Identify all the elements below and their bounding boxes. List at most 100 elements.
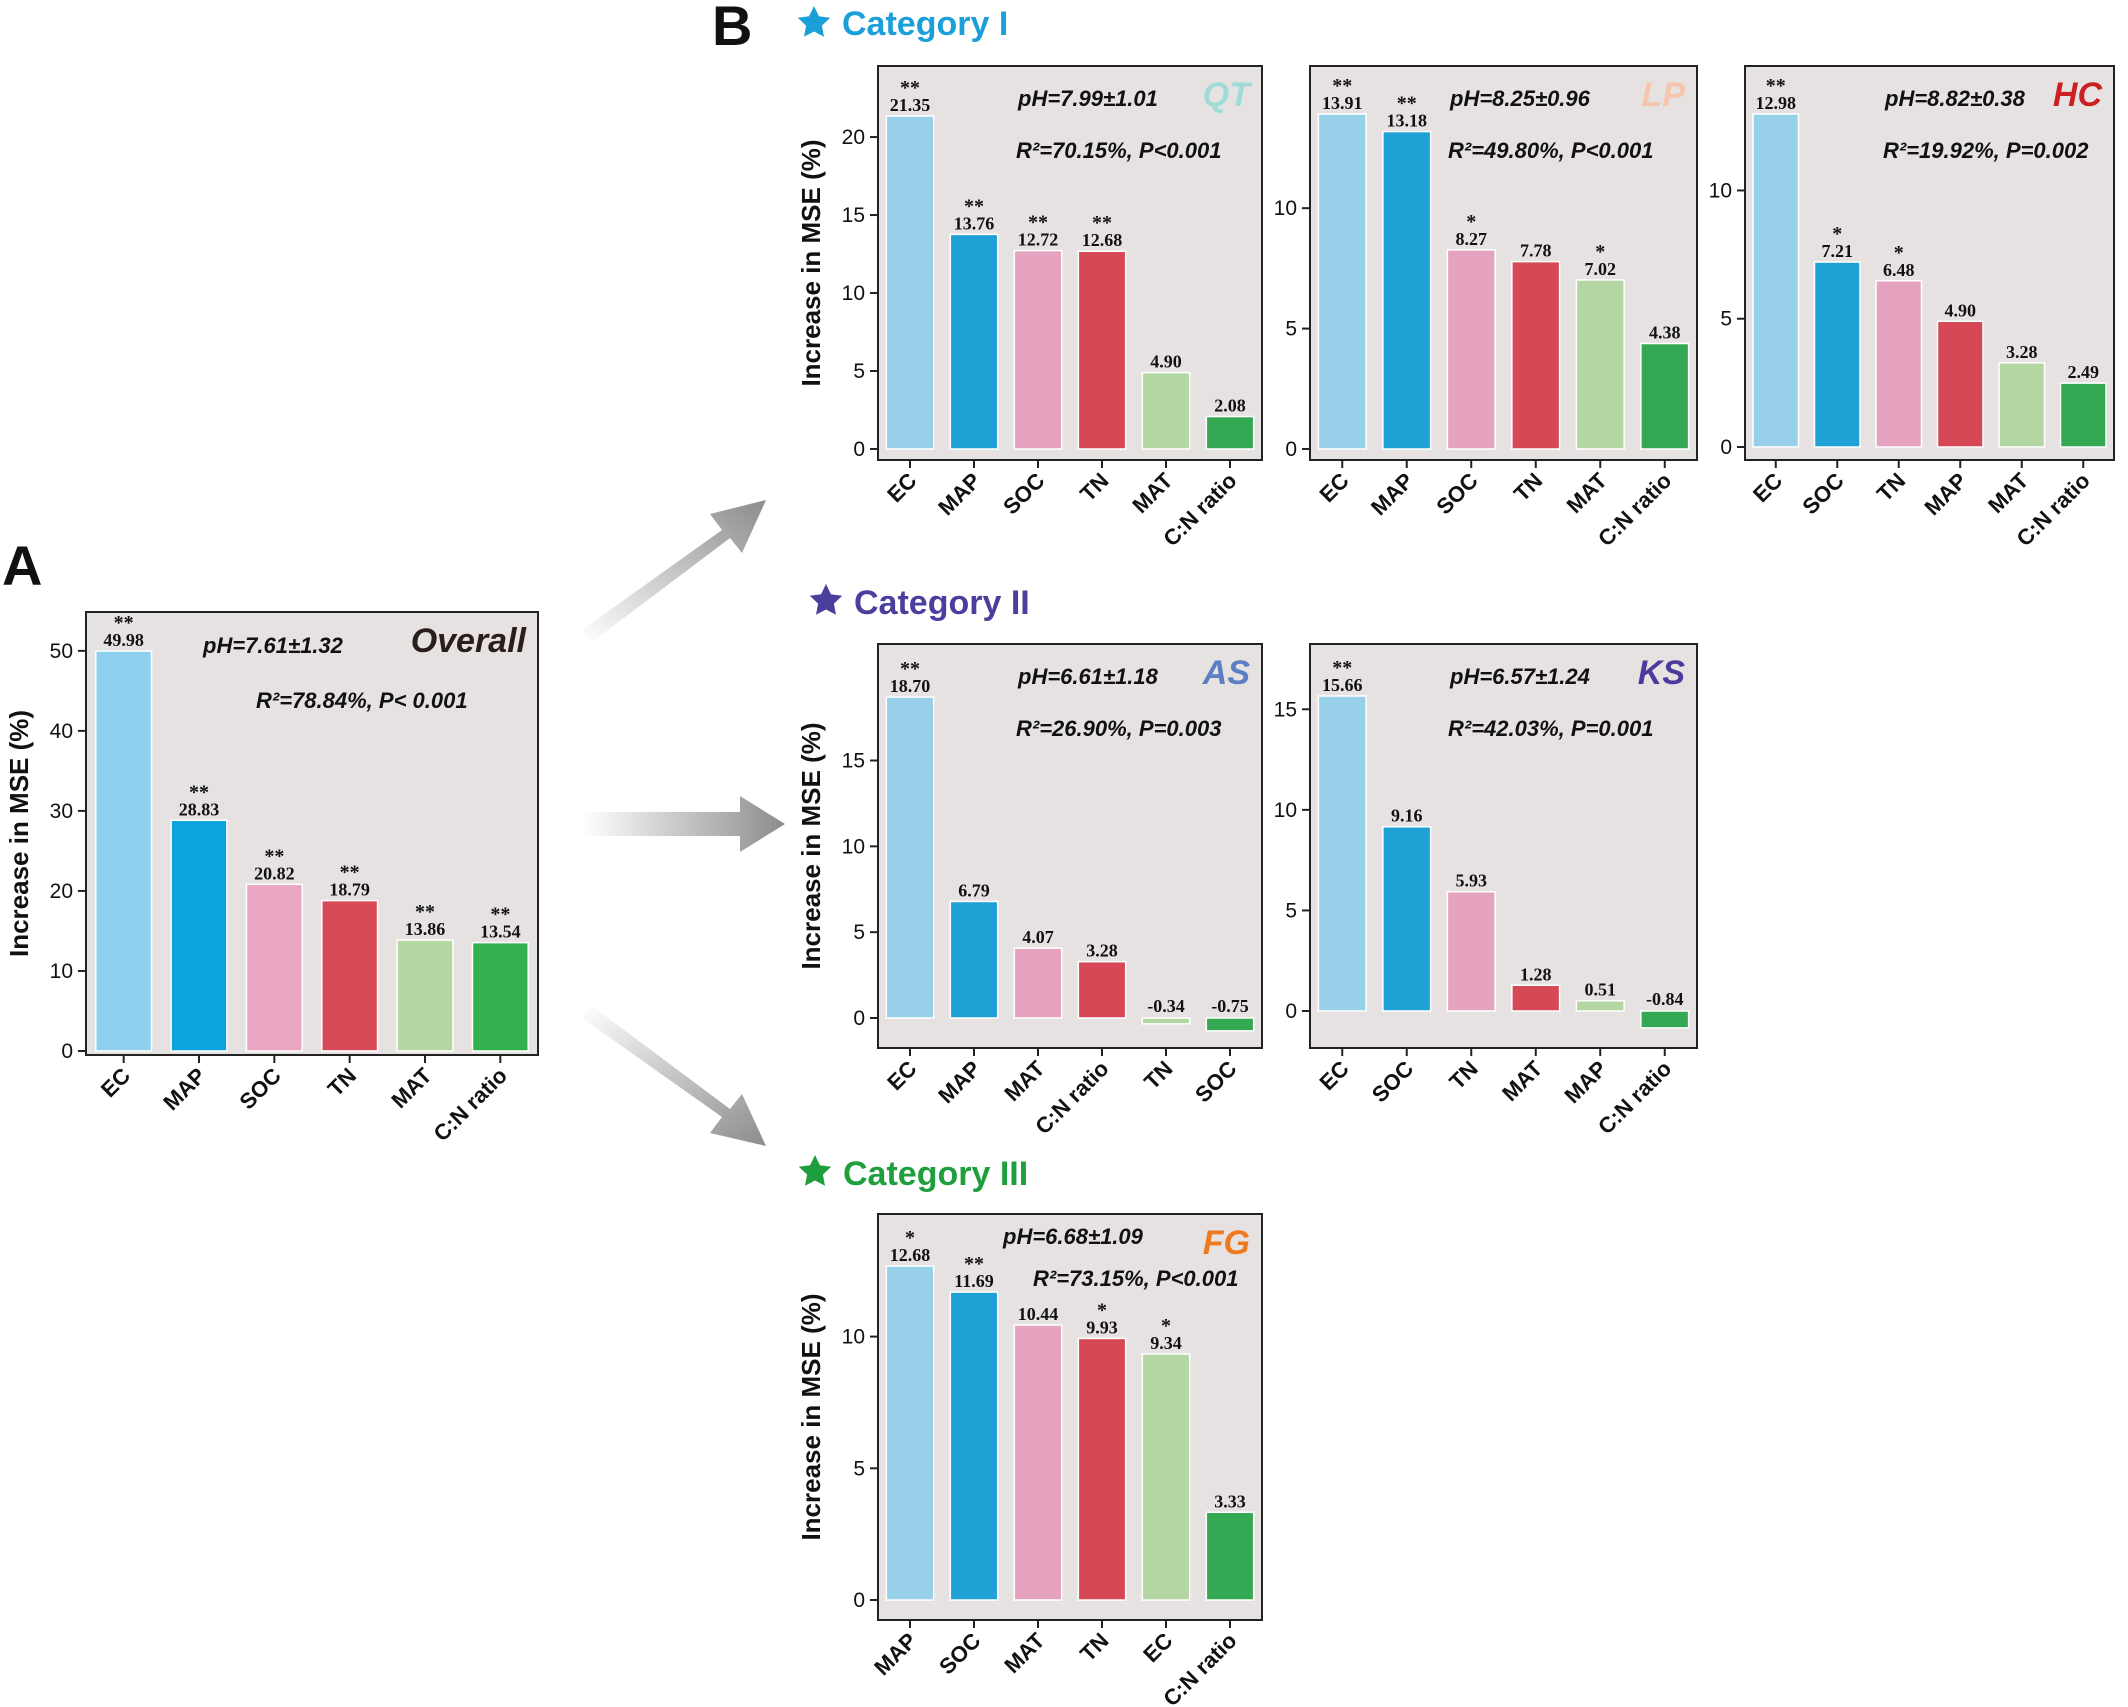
bar-value-label: 8.27 — [1456, 229, 1488, 249]
bar-value-label: 3.28 — [2006, 342, 2038, 362]
x-category-label: EC — [882, 1056, 921, 1095]
bar-c-n-ratio — [1077, 960, 1127, 1019]
bar-ec — [1141, 1353, 1191, 1601]
bar-value-label: 18.79 — [329, 880, 370, 900]
chart-lp: 051013.91**EC13.18**MAP8.27*SOC7.78TN7.0… — [1274, 65, 1698, 551]
y-tick-label: 30 — [50, 800, 73, 823]
bar-soc — [1446, 249, 1496, 450]
significance-marker: * — [1894, 242, 1904, 264]
bar-tn — [1077, 250, 1127, 450]
x-category-label: TN — [1075, 468, 1113, 506]
bar-value-label: 13.76 — [954, 213, 995, 233]
bar-tn — [1511, 260, 1561, 450]
y-tick-label: 5 — [1285, 899, 1297, 922]
y-tick-label: 40 — [50, 720, 73, 743]
stat-ph: pH=8.82±0.38 — [1884, 86, 2026, 111]
plot-area — [1309, 643, 1698, 1049]
stat-r2: R²=70.15%, P<0.001 — [1016, 138, 1221, 163]
y-tick-label: 15 — [842, 750, 865, 773]
bar-ec — [1317, 113, 1367, 450]
bar-value-label: 2.49 — [2068, 362, 2100, 382]
x-category-label: MAT — [1127, 467, 1178, 518]
bar-soc — [1382, 825, 1432, 1012]
panel-title: AS — [1202, 654, 1251, 692]
arrow-to-category-1 — [582, 500, 766, 642]
x-category-label: TN — [1509, 468, 1547, 506]
bar-soc — [1205, 1017, 1255, 1032]
significance-marker: ** — [340, 862, 360, 884]
significance-marker: * — [1595, 241, 1605, 263]
bar-value-label: 3.33 — [1214, 1491, 1246, 1511]
x-category-label: EC — [1314, 468, 1353, 507]
bar-soc — [1813, 261, 1861, 448]
y-axis-label: Increase in MSE (%) — [796, 722, 826, 969]
bar-value-label: 6.48 — [1883, 260, 1915, 280]
x-category-label: EC — [96, 1063, 135, 1102]
significance-marker: * — [1832, 223, 1842, 245]
bar-value-label: 4.07 — [1022, 927, 1054, 947]
plot-area — [1309, 65, 1698, 461]
bar-value-label: 13.54 — [480, 922, 521, 942]
bar-value-label: 13.86 — [405, 919, 446, 939]
significance-marker: ** — [490, 904, 510, 926]
category-1-label: Category I — [842, 5, 1008, 43]
y-tick-label: 0 — [1285, 438, 1297, 461]
panel-title: KS — [1638, 654, 1686, 692]
x-category-label: SOC — [234, 1063, 285, 1114]
chart-fg: 051012.68*MAP11.69**SOC10.44MAT9.93*TN9.… — [796, 1213, 1263, 1707]
x-category-label: C:N ratio — [429, 1063, 512, 1146]
bar-mat — [1013, 1324, 1063, 1601]
x-category-label: TN — [1444, 1056, 1482, 1094]
x-category-label: MAT — [999, 1627, 1050, 1678]
category-2-label: Category II — [854, 584, 1030, 622]
y-tick-label: 5 — [1285, 318, 1297, 341]
bar-value-label: 21.35 — [890, 95, 931, 115]
panel-letter-a: A — [2, 534, 42, 597]
bar-mat — [1013, 947, 1063, 1019]
significance-marker: ** — [189, 781, 209, 803]
bar-mat — [1575, 279, 1625, 450]
bar-value-label: 12.68 — [890, 1245, 931, 1265]
x-category-label: MAT — [1562, 467, 1613, 518]
significance-marker: * — [1097, 1299, 1107, 1321]
bar-value-label: 7.78 — [1520, 241, 1552, 261]
plot-area — [877, 643, 1263, 1049]
bar-ec — [1317, 695, 1367, 1012]
x-category-label: SOC — [1797, 468, 1848, 519]
stat-ph: pH=7.99±1.01 — [1017, 86, 1158, 111]
panel-title: QT — [1203, 76, 1253, 114]
bar-ec — [885, 696, 935, 1019]
bar-mat — [1511, 984, 1561, 1012]
category-2-star-icon — [809, 584, 843, 615]
bar-value-label: 4.38 — [1649, 323, 1681, 343]
x-category-label: MAP — [158, 1063, 210, 1115]
stat-ph: pH=6.57±1.24 — [1449, 664, 1590, 689]
y-tick-label: 0 — [853, 438, 865, 461]
chart-hc: 051012.98**EC7.21*SOC6.48*TN4.90MAP3.28M… — [1709, 65, 2115, 551]
bar-map — [1936, 320, 1984, 448]
x-category-label: SOC — [1190, 1056, 1241, 1107]
plot-area — [877, 1213, 1263, 1621]
y-tick-label: 0 — [61, 1040, 73, 1063]
y-tick-label: 10 — [1274, 799, 1297, 822]
y-tick-label: 10 — [842, 835, 865, 858]
bar-value-label: 0.51 — [1585, 980, 1617, 1000]
chart-ks: 0 5 10 15 15.66** EC 9.16 SOC 5.93 TN 1.28 MAT 0.51 M… — [1274, 643, 1698, 1139]
y-tick-label: 10 — [1274, 197, 1297, 220]
significance-marker: ** — [264, 845, 284, 867]
bar-value-label: -0.75 — [1211, 996, 1249, 1016]
stat-r2: R²=73.15%, P<0.001 — [1033, 1266, 1238, 1291]
bar-map — [885, 1265, 935, 1601]
bar-value-label: 11.69 — [954, 1271, 994, 1291]
bar-value-label: 12.72 — [1018, 230, 1059, 250]
y-axis-label: Increase in MSE (%) — [796, 1293, 826, 1540]
x-category-label: TN — [323, 1063, 361, 1101]
bar-value-label: 10.44 — [1018, 1304, 1059, 1324]
arrow-to-category-3 — [582, 1006, 766, 1146]
significance-marker: * — [1161, 1315, 1171, 1337]
bar-map — [1382, 130, 1432, 450]
bar-map — [1575, 999, 1625, 1012]
bar-value-label: 7.21 — [1822, 241, 1854, 261]
